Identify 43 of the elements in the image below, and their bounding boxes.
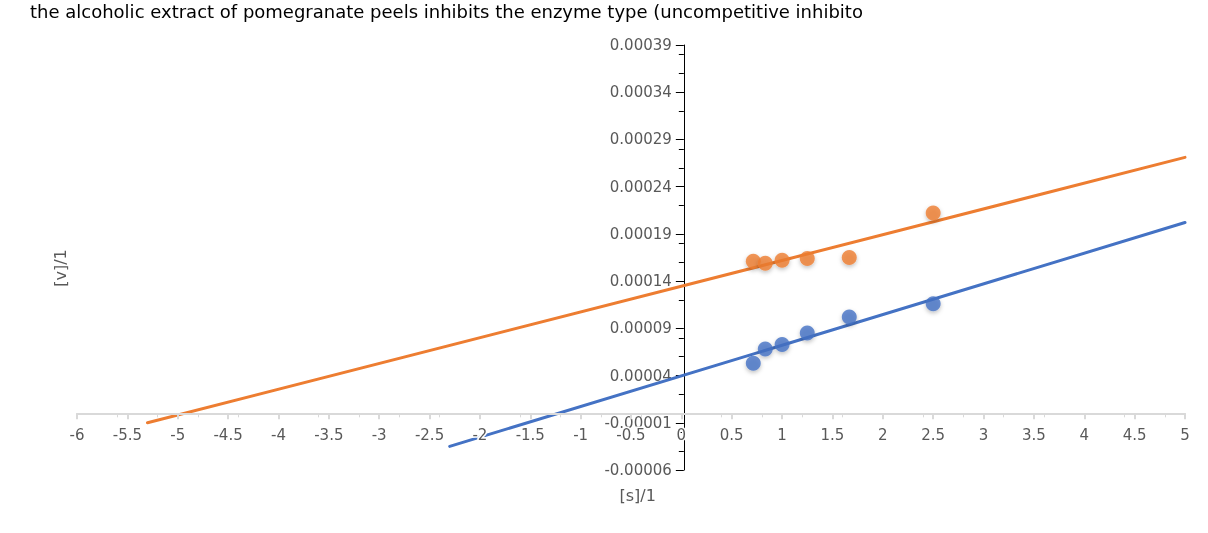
point (841, 309, 857, 325)
y-axis-title: [v]/1 (50, 249, 70, 287)
point (925, 296, 941, 312)
x-tick-label: -1.5 (515, 425, 545, 444)
y-tick-label: 0.00024 (609, 177, 672, 196)
x-tick-label: 4.5 (1122, 425, 1147, 444)
x-tick-label: 1.5 (820, 425, 845, 444)
x-tick-label: 0.5 (719, 425, 744, 444)
x-tick-label: -1 (573, 425, 589, 444)
x-tick-label: 2.5 (921, 425, 946, 444)
x-tick-label: -4.5 (213, 425, 243, 444)
point (757, 255, 773, 271)
y-tick-label: 0.00029 (609, 130, 672, 149)
x-tick-label: 4 (1079, 425, 1090, 444)
y-tick-label: 0.00034 (609, 83, 672, 102)
x-tick-label: -2.5 (414, 425, 445, 444)
point (745, 355, 761, 371)
y-tick-label: 0.00014 (609, 272, 672, 291)
y-tick-label: 0.00009 (609, 319, 672, 338)
x-tick-label: 3.5 (1021, 425, 1046, 444)
point (774, 252, 790, 268)
x-tick-label: -5 (170, 425, 186, 444)
x-tick-label: 1 (777, 425, 787, 444)
point (774, 336, 790, 352)
point (799, 325, 815, 341)
point (757, 341, 773, 357)
point (799, 250, 815, 266)
y-tick-label: 0.00039 (609, 36, 672, 54)
y-tick-label: 0.00004 (609, 366, 672, 385)
x-tick-label: -6 (69, 425, 85, 444)
y-tick-label: 0.00019 (609, 224, 672, 243)
x-tick-label: -4 (270, 425, 286, 444)
x-tick-label: 3 (978, 425, 989, 444)
x-axis-title: [s]/1 (619, 485, 656, 505)
x-tick-label: -3.5 (314, 425, 344, 444)
point (841, 250, 857, 265)
x-tick-label: 5 (1180, 425, 1190, 444)
x-tick-label: -5.5 (112, 425, 142, 444)
chart-title: the alcoholic extract of pomegranate peels inhibits the enzyme type (uncompetitive inhibito (30, 0, 863, 22)
x-tick-label: 2 (878, 425, 888, 444)
y-tick-label: -0.00006 (604, 461, 672, 479)
point (925, 205, 941, 221)
x-tick-label: -3 (371, 425, 387, 444)
